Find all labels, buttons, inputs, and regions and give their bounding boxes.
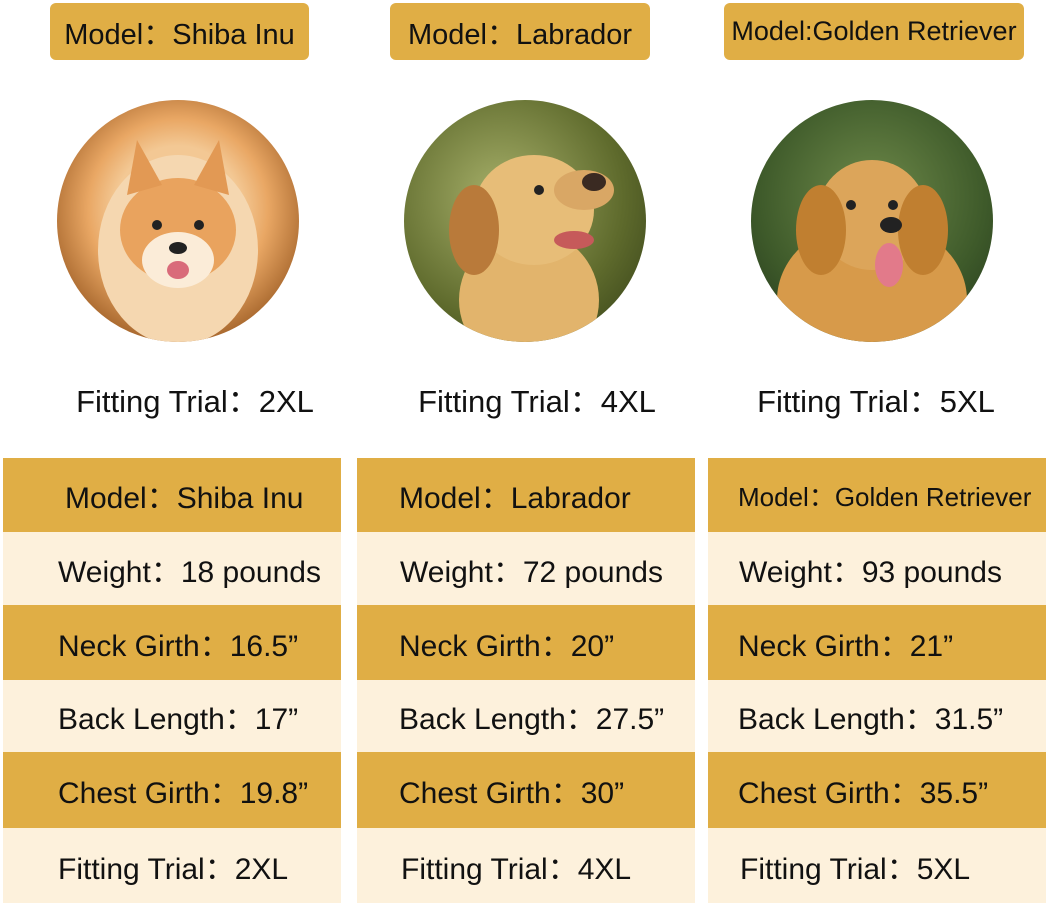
shiba-inu-photo <box>57 100 299 342</box>
table-row-chest: Chest Girth：19.8” <box>3 752 341 828</box>
model-label-golden: Model:Golden Retriever <box>724 3 1024 60</box>
golden-retriever-photo <box>751 100 993 342</box>
table-row-back: Back Length：27.5” <box>357 680 695 752</box>
table-row-neck: Neck Girth：20” <box>357 605 695 680</box>
model-label-labrador: Model：Labrador <box>390 3 650 60</box>
table-row-back: Back Length：17” <box>3 680 341 752</box>
table-row-weight: Weight：93 pounds <box>708 532 1046 605</box>
table-row-model: Model：Labrador <box>357 458 695 532</box>
labrador-photo <box>404 100 646 342</box>
fitting-trial-golden: Fitting Trial：5XL <box>757 384 995 419</box>
table-golden: Model：Golden Retriever Weight：93 pounds … <box>708 458 1046 903</box>
table-row-fitting: Fitting Trial：5XL <box>708 828 1046 903</box>
table-row-weight: Weight：72 pounds <box>357 532 695 605</box>
table-row-fitting: Fitting Trial：4XL <box>357 828 695 903</box>
table-row-neck: Neck Girth：21” <box>708 605 1046 680</box>
table-row-model: Model：Golden Retriever <box>708 458 1046 532</box>
table-row-back: Back Length：31.5” <box>708 680 1046 752</box>
table-labrador: Model：Labrador Weight：72 pounds Neck Gir… <box>357 458 695 903</box>
model-label-shiba: Model：Shiba Inu <box>50 3 309 60</box>
table-row-model: Model：Shiba Inu <box>3 458 341 532</box>
fitting-trial-labrador: Fitting Trial：4XL <box>418 384 656 419</box>
table-shiba: Model：Shiba Inu Weight：18 pounds Neck Gi… <box>3 458 341 903</box>
table-row-fitting: Fitting Trial：2XL <box>3 828 341 903</box>
table-row-chest: Chest Girth：35.5” <box>708 752 1046 828</box>
table-row-neck: Neck Girth：16.5” <box>3 605 341 680</box>
table-row-weight: Weight：18 pounds <box>3 532 341 605</box>
fitting-trial-shiba: Fitting Trial：2XL <box>76 384 314 419</box>
table-row-chest: Chest Girth：30” <box>357 752 695 828</box>
